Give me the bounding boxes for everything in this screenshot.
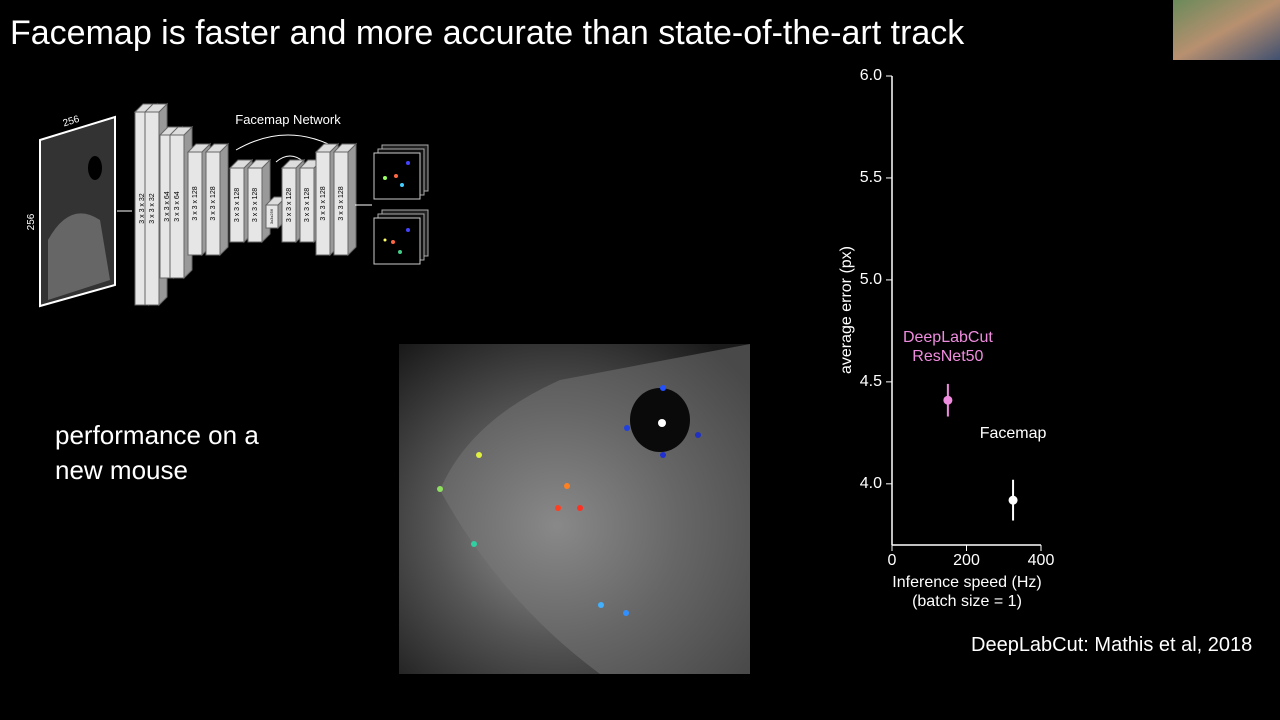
layer-label: 3 x 3 x 128 <box>234 188 241 222</box>
layer-label: 3x3x256 <box>269 208 274 224</box>
x-tick-label: 0 <box>888 552 897 569</box>
chart: 4.0 4.5 5.0 5.5 6.0 0 200 400 average error (px) <box>838 67 1054 569</box>
input-eye <box>88 156 102 180</box>
layer <box>247 167 263 243</box>
y-tick-label: 6.0 <box>860 67 882 84</box>
layer-label: 3 x 3 x 128 <box>286 188 293 222</box>
layer <box>333 151 349 256</box>
y-tick-label: 4.5 <box>860 373 882 390</box>
output-maps <box>373 144 429 265</box>
layer-label: 3 x 3 x 32 <box>149 193 156 223</box>
layer-label: 3 x 3 x 32 <box>139 193 146 223</box>
layer-label: 3 x 3 x 128 <box>320 186 327 220</box>
layer-label: 3 x 3 x 128 <box>210 186 217 220</box>
layer-side <box>261 158 271 244</box>
layer-label: 3 x 3 x 128 <box>304 188 311 222</box>
layer <box>144 111 160 306</box>
x-tick-label: 200 <box>953 552 980 569</box>
network-title: Facemap Network <box>235 112 341 127</box>
layer <box>169 134 185 279</box>
y-axis-label: average error (px) <box>838 246 855 374</box>
input-height: 256 <box>26 213 37 230</box>
point <box>1008 495 1018 505</box>
y-tick-label: 5.5 <box>860 169 882 186</box>
layer-label: 3 x 3 x 64 <box>164 191 171 221</box>
input-snout <box>48 213 110 300</box>
slide-title: Facemap is faster and more accurate than… <box>10 14 965 52</box>
layer-label: 3 x 3 x 128 <box>338 186 345 220</box>
series-label: Facemap <box>979 424 1047 442</box>
eye-glint <box>658 419 666 427</box>
layer <box>187 151 203 256</box>
layer-label: 3 x 3 x 128 <box>192 186 199 220</box>
layer <box>315 151 331 256</box>
citation: DeepLabCut: Mathis et al, 2018 <box>971 634 1253 656</box>
series-label: DeepLabCut ResNet50 <box>902 328 993 365</box>
layer <box>205 151 221 256</box>
layer-side <box>347 142 357 257</box>
y-tick-label: 4.0 <box>860 475 882 492</box>
x-tick-label: 400 <box>1028 552 1055 569</box>
y-tick-label: 5.0 <box>860 271 882 288</box>
keypoints <box>437 385 701 616</box>
layer <box>281 167 297 243</box>
layer-label: 3 x 3 x 64 <box>174 191 181 221</box>
webcam-thumbnail <box>1173 0 1280 60</box>
point <box>943 395 953 405</box>
caption: performance on a new mouse <box>55 420 259 485</box>
layer <box>299 167 315 243</box>
layer <box>229 167 245 243</box>
layer-side <box>219 142 229 257</box>
x-axis-label: Inference speed (Hz) (batch size = 1) <box>892 574 1042 610</box>
input-width: 256 <box>62 114 82 130</box>
layer <box>265 204 279 229</box>
layer-label: 3 x 3 x 128 <box>252 188 259 222</box>
